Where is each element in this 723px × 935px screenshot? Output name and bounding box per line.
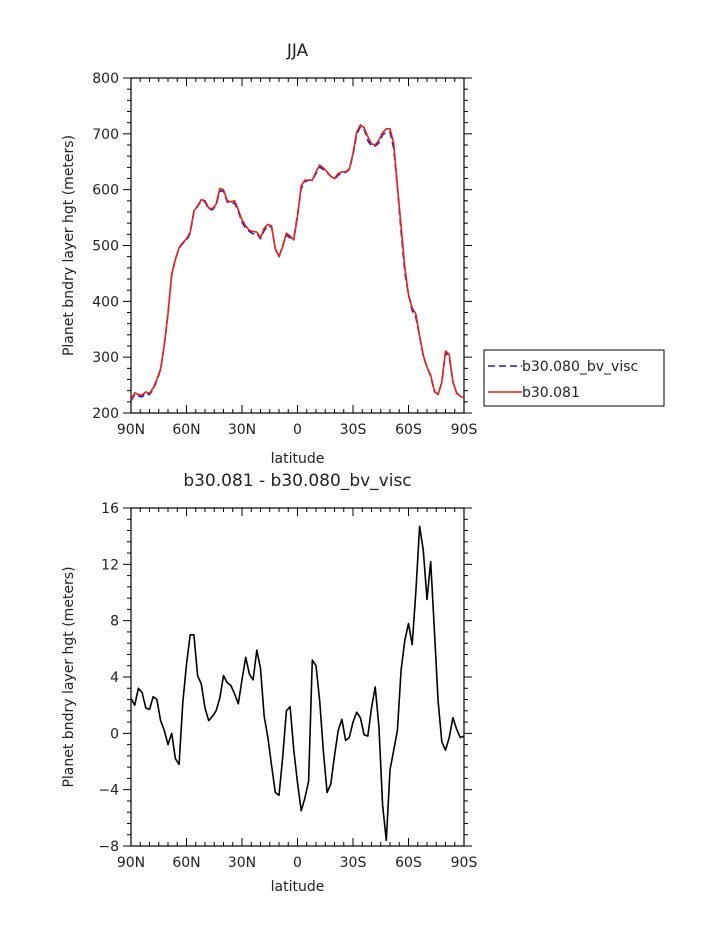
y-tick-label: 8	[110, 614, 119, 630]
x-tick-label: 30N	[228, 422, 256, 438]
chart-title: b30.081 - b30.080_bv_visc	[183, 471, 411, 491]
y-tick-label: 0	[110, 726, 119, 742]
x-tick-label: 60N	[172, 422, 200, 438]
y-axis-label: Planet bndry layer hgt (meters)	[61, 135, 77, 356]
y-tick-label: 700	[92, 127, 119, 143]
x-tick-label: 90N	[117, 422, 145, 438]
legend-label: b30.080_bv_visc	[522, 359, 638, 375]
x-tick-label: 60N	[172, 855, 200, 871]
legend-label: b30.081	[522, 385, 580, 401]
chart-title: JJA	[286, 41, 309, 61]
top-panel: JJA 90N 60N 30N 0 30S 60S 90S 200 300 400 500 600 700…	[61, 41, 665, 467]
series-line-b30-080-bv-visc	[131, 125, 464, 402]
difference-line	[131, 525, 464, 842]
y-tick-label: 500	[92, 239, 119, 255]
x-tick-label: 0	[293, 422, 302, 438]
y-tick-label: 300	[92, 350, 119, 366]
y-tick-label: −4	[98, 783, 119, 799]
y-tick-label: 16	[101, 501, 119, 517]
x-axis-label: latitude	[271, 451, 325, 467]
x-tick-label: 90N	[117, 855, 145, 871]
x-tick-label: 90S	[451, 855, 478, 871]
x-tick-label: 90S	[451, 422, 478, 438]
legend-box	[483, 349, 665, 407]
y-tick-label: 200	[92, 406, 119, 422]
y-tick-label: 800	[92, 71, 119, 87]
bottom-panel: b30.081 - b30.080_bv_visc 90N 60N 30N 0 30S 60…	[61, 471, 478, 895]
x-tick-label: 60S	[395, 422, 422, 438]
x-tick-label: 30S	[340, 855, 367, 871]
x-tick-label: 30N	[228, 855, 256, 871]
x-tick-label: 0	[293, 855, 302, 871]
y-tick-label: 12	[101, 557, 119, 573]
y-tick-label: 4	[110, 670, 119, 686]
plot-frame	[130, 507, 465, 847]
y-axis-label: Planet bndry layer hgt (meters)	[61, 566, 77, 787]
series-line-b30-081	[131, 124, 464, 400]
x-axis-label: latitude	[271, 879, 325, 895]
y-tick-label: −8	[98, 839, 119, 855]
x-tick-label: 60S	[395, 855, 422, 871]
x-tick-label: 30S	[340, 422, 367, 438]
y-tick-label: 400	[92, 294, 119, 310]
y-tick-label: 600	[92, 183, 119, 199]
